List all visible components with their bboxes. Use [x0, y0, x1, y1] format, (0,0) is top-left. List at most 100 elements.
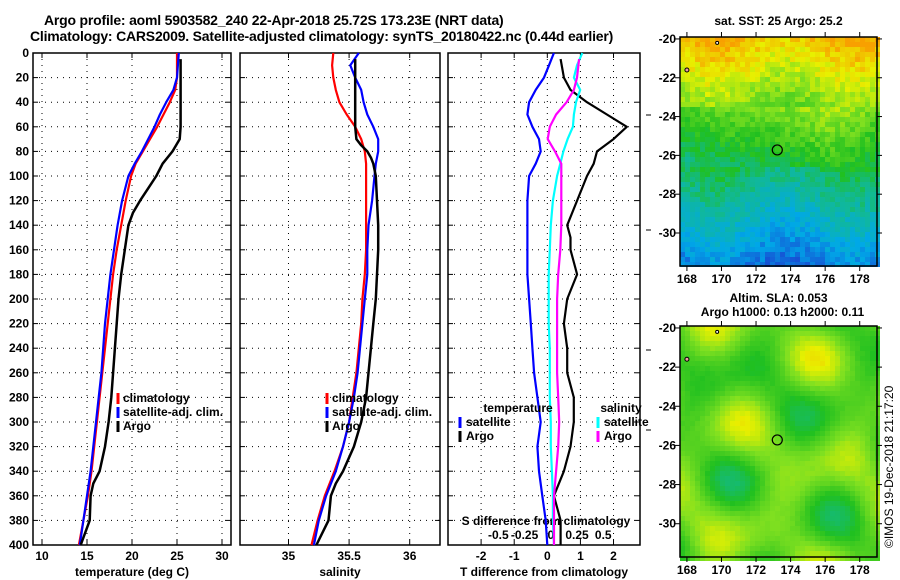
- x-tick-label: 0: [544, 549, 551, 563]
- y-tick-label: 0: [22, 46, 29, 60]
- x-tick-label: 15: [80, 549, 94, 563]
- y-tick-label: 280: [9, 390, 29, 404]
- y-tick-label: 400: [9, 538, 29, 552]
- series-line-salinity-argo: [546, 58, 581, 545]
- salinity-panel: 35 35.5 36 salinity climatologysatellite-adj…: [239, 52, 441, 579]
- x-tick-label: 35.5: [337, 549, 361, 563]
- series-line-satellite-adj-clim-: [78, 52, 180, 546]
- map-x-tick-label: 172: [746, 272, 766, 286]
- map-y-tick-label: -20: [659, 321, 677, 335]
- secondary-tick-label: 0: [547, 528, 554, 542]
- y-tick-label: 300: [9, 415, 29, 429]
- y-tick-label: 260: [9, 366, 29, 380]
- series-line-salinity-satellite: [547, 52, 584, 546]
- map-y-tick-label: -28: [659, 187, 677, 201]
- island-marker: [684, 67, 690, 73]
- secondary-tick-label: -0.25: [511, 528, 539, 542]
- y-tick-label: 80: [16, 144, 30, 158]
- series-line-argo: [79, 59, 182, 546]
- x-tick-label: -2: [476, 549, 487, 563]
- y-tick-label: 40: [16, 95, 30, 109]
- legend-label: Argo: [123, 419, 151, 433]
- map-x-tick-label: 174: [781, 272, 801, 286]
- series-line-argo: [315, 59, 380, 546]
- plot-frame: [239, 52, 441, 546]
- map-y-tick-label: -28: [659, 478, 677, 492]
- secondary-tick-label: 0.5: [595, 528, 612, 542]
- x-tick-label: 1: [577, 549, 584, 563]
- y-tick-label: 60: [16, 120, 30, 134]
- legend-label: satellite: [604, 415, 649, 429]
- x-tick-label: 20: [125, 549, 139, 563]
- legend-label: Argo: [332, 419, 360, 433]
- legend-label: climatology: [123, 391, 190, 405]
- island-marker: [715, 40, 720, 45]
- x-axis-label: T difference from climatology: [460, 565, 628, 579]
- secondary-tick-label: -0.5: [488, 528, 509, 542]
- x-axis-label: salinity: [319, 565, 361, 579]
- y-tick-label: 380: [9, 513, 29, 527]
- y-tick-label: 100: [9, 169, 29, 183]
- legend-label: Argo: [466, 429, 494, 443]
- map-frame: [679, 36, 878, 267]
- x-tick-label: 2: [610, 549, 617, 563]
- map-y-tick-label: -24: [659, 399, 677, 413]
- sst-map-panel: -20 -22 -24 -26 -28 -30 168 170 172 174 176 178 sat.…: [659, 14, 882, 286]
- legend-title-temperature: temperature: [483, 401, 553, 415]
- map-x-tick-label: 174: [781, 563, 801, 577]
- x-tick-label: 30: [215, 549, 229, 563]
- legend-label: satellite-adj. clim.: [332, 405, 432, 419]
- map-subtitle: Argo h1000: 0.13 h2000: 0.11: [701, 305, 865, 319]
- legend-label: satellite: [466, 415, 511, 429]
- map-x-tick-label: 170: [711, 272, 731, 286]
- y-tick-label: 120: [9, 194, 29, 208]
- map-x-tick-label: 168: [677, 272, 697, 286]
- temperature-panel: 0 20 40 60 80 100 120 140 160 180 200 220 240 260 280 3…: [9, 46, 232, 579]
- y-tick-label: 20: [16, 71, 30, 85]
- map-title: sat. SST: 25 Argo: 25.2: [714, 14, 843, 28]
- map-x-tick-label: 178: [850, 272, 870, 286]
- y-tick-label: 140: [9, 218, 29, 232]
- map-y-tick-label: -26: [659, 438, 677, 452]
- x-tick-label: 36: [403, 549, 417, 563]
- map-frame: [679, 325, 878, 558]
- y-tick-label: 320: [9, 440, 29, 454]
- profile-location-marker: [771, 434, 783, 446]
- y-tick-label: 200: [9, 292, 29, 306]
- map-y-tick-label: -22: [659, 360, 677, 374]
- legend-label: Argo: [604, 429, 632, 443]
- map-y-tick-label: -30: [659, 226, 677, 240]
- island-marker: [715, 329, 720, 334]
- map-x-tick-label: 178: [850, 563, 870, 577]
- x-tick-label: 25: [170, 549, 184, 563]
- map-y-tick-label: -30: [659, 517, 677, 531]
- y-tick-label: 180: [9, 267, 29, 281]
- series-line-temperature-satellite: [526, 52, 555, 546]
- x-tick-label: 35: [282, 549, 296, 563]
- legend-title-salinity: salinity: [600, 401, 642, 415]
- series-line-satellite-adj-clim-: [312, 52, 380, 546]
- map-x-tick-label: 172: [746, 563, 766, 577]
- legend-label: satellite-adj. clim.: [123, 405, 223, 419]
- map-x-tick-label: 176: [815, 563, 835, 577]
- series-line-temperature-argo: [552, 58, 628, 545]
- x-tick-label: -1: [509, 549, 520, 563]
- x-tick-label: 10: [35, 549, 49, 563]
- sla-map-panel: -20 -22 -24 -26 -28 -30 168 170 172 174 176 178 Alti…: [659, 291, 882, 577]
- y-tick-label: 360: [9, 489, 29, 503]
- map-cells: [680, 37, 880, 267]
- map-x-tick-label: 168: [677, 563, 697, 577]
- map-y-tick-label: -20: [659, 32, 677, 46]
- legend-label: climatology: [332, 391, 399, 405]
- map-title: Altim. SLA: 0.053: [729, 291, 827, 305]
- y-tick-label: 340: [9, 464, 29, 478]
- y-tick-label: 160: [9, 243, 29, 257]
- x-axis-label: temperature (deg C): [75, 565, 189, 579]
- island-marker: [684, 356, 690, 362]
- map-x-tick-label: 170: [711, 563, 731, 577]
- map-cells: [680, 326, 880, 561]
- y-tick-label: 220: [9, 317, 29, 331]
- profile-title: Argo profile: aoml 5903582_240 22-Apr-20…: [44, 12, 504, 28]
